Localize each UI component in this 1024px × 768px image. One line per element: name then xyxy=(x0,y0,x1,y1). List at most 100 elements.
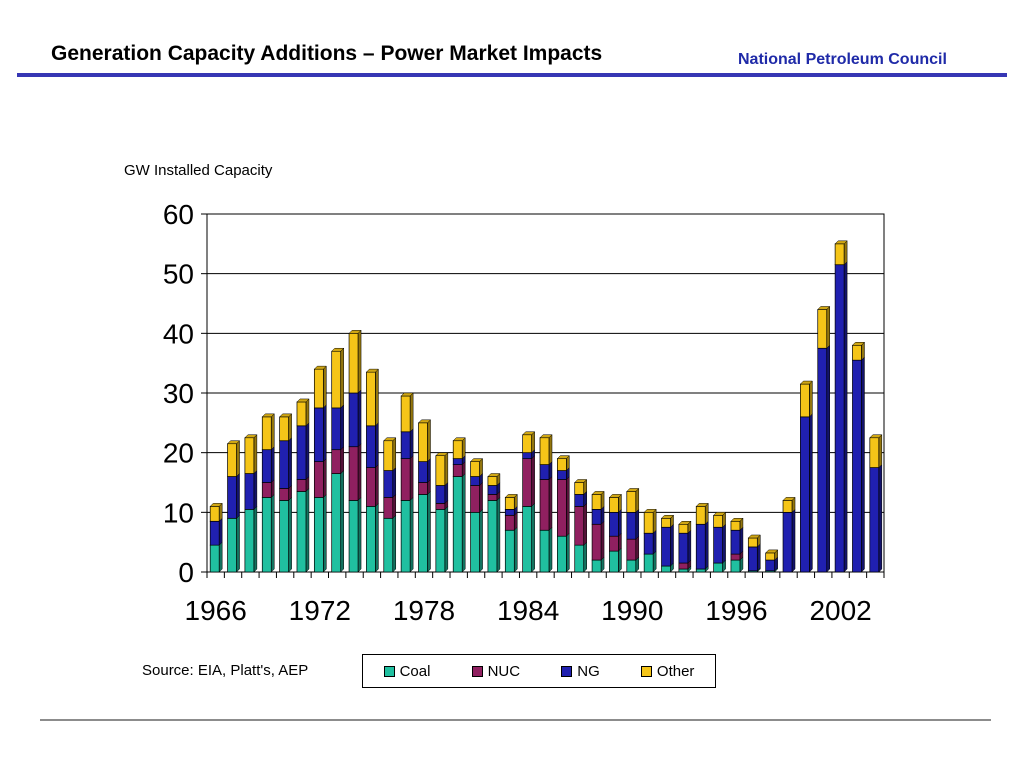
bar-segment-nuc xyxy=(591,523,602,561)
bar-segment-other xyxy=(800,383,810,418)
bar-segment-other xyxy=(609,497,619,513)
bar-segment-side xyxy=(340,404,344,451)
bar-top xyxy=(435,452,449,456)
bar-segment-coal xyxy=(418,494,428,573)
y-tick-label: 60 xyxy=(163,199,194,230)
bar-segment-side xyxy=(843,261,848,573)
bar-segment-side xyxy=(878,434,883,469)
bar-segment-coal xyxy=(522,506,532,573)
bar-segment-side xyxy=(461,437,466,460)
bar-segment-other xyxy=(713,514,723,528)
bar-segment-coal xyxy=(557,535,567,573)
bar-segment-other xyxy=(383,440,394,471)
bar-segment-coal xyxy=(574,544,585,573)
bar-segment-side xyxy=(704,502,709,525)
bar-segment-side xyxy=(600,520,605,561)
bar-segment-other xyxy=(279,416,289,442)
bar-segment-side xyxy=(531,431,535,454)
bar-segment-nuc xyxy=(678,562,689,570)
bar-segment-other xyxy=(296,401,307,427)
bar-segment-side xyxy=(253,469,258,510)
bar-segment-ng xyxy=(695,523,706,570)
bar-segment-side xyxy=(409,455,414,502)
bar-segment-ng xyxy=(852,359,862,573)
bar-segment-ng xyxy=(279,440,289,489)
bar-top xyxy=(834,240,848,245)
bar-segment-side xyxy=(618,547,622,573)
bar-segment-side xyxy=(548,434,553,466)
bar-segment-ng xyxy=(435,485,446,504)
y-tick-label: 10 xyxy=(163,497,194,528)
bar-segment-coal xyxy=(244,509,255,573)
bar-segment-coal xyxy=(209,544,220,573)
bar-segment-ng xyxy=(227,476,237,519)
bar-segment-nuc xyxy=(261,482,272,498)
bar-segment-side xyxy=(444,481,449,504)
bar-segment-ng xyxy=(366,425,376,468)
bar-segment-side xyxy=(479,481,483,513)
bar-segment-coal xyxy=(609,550,619,573)
bar-segment-other xyxy=(418,422,428,462)
x-tick-label: 1990 xyxy=(601,595,663,626)
bar-segment-other xyxy=(435,455,446,486)
bar-segment-side xyxy=(861,356,865,573)
bar-segment-side xyxy=(409,392,414,433)
bar-segment-other xyxy=(834,243,845,266)
legend-item-coal: Coal xyxy=(383,662,431,680)
bar-segment-nuc xyxy=(313,461,324,498)
bar-segment-ng xyxy=(765,559,776,572)
bar-segment-side xyxy=(218,517,223,546)
bar-segment-coal xyxy=(643,553,654,573)
bar-segment-other xyxy=(747,537,758,548)
source-note: Source: EIA, Platt's, AEP xyxy=(142,662,309,679)
bar-segment-side xyxy=(826,305,830,349)
bar-top xyxy=(417,419,432,424)
bar-segment-other xyxy=(591,494,602,510)
bar-segment-nuc xyxy=(418,482,428,495)
bar-segment-side xyxy=(305,487,310,573)
bar-segment-other xyxy=(487,476,498,486)
x-tick-label: 1984 xyxy=(497,595,559,626)
bar-segment-ng xyxy=(574,494,585,507)
bar-segment-other xyxy=(504,497,515,510)
y-tick-label: 50 xyxy=(163,259,194,290)
bar-segment-side xyxy=(392,514,397,573)
bar-top xyxy=(678,521,692,525)
bar-segment-nuc xyxy=(400,458,411,501)
bar-segment-side xyxy=(340,469,344,573)
bar-segment-nuc xyxy=(557,479,567,537)
bar-segment-side xyxy=(375,502,379,573)
bar-segment-coal xyxy=(678,568,689,573)
legend-label: Coal xyxy=(399,662,431,680)
bar-segment-nuc xyxy=(279,488,289,501)
bar-segment-ng xyxy=(296,425,307,480)
bar-segment-side xyxy=(635,487,640,513)
bar-segment-other xyxy=(626,491,637,513)
bar-segment-side xyxy=(323,404,327,463)
bar-segment-side xyxy=(652,550,657,573)
bar-segment-side xyxy=(479,508,483,573)
bar-segment-side xyxy=(392,437,397,472)
legend-label: NUC xyxy=(487,662,521,680)
bar-segment-side xyxy=(357,496,362,573)
bar-segment-side xyxy=(253,505,258,573)
bar-segment-side xyxy=(340,446,344,475)
bar-segment-side xyxy=(826,344,830,573)
bar-top xyxy=(799,380,813,385)
bar-segment-side xyxy=(704,520,709,570)
bar-segment-ng xyxy=(834,264,845,573)
bar-segment-side xyxy=(670,523,674,567)
bar-segment-side xyxy=(583,541,587,573)
bar-segment-coal xyxy=(261,497,272,573)
bar-segment-side xyxy=(548,475,553,531)
bar-segment-side xyxy=(878,463,883,573)
bar-segment-ng xyxy=(209,520,220,546)
bar-segment-coal xyxy=(296,491,307,573)
bar-segment-side xyxy=(687,529,692,564)
bar-segment-nuc xyxy=(296,479,307,492)
bar-top xyxy=(591,491,605,495)
x-tick-label: 1972 xyxy=(289,595,351,626)
legend-swatch xyxy=(640,665,652,677)
bar-segment-side xyxy=(305,398,310,427)
bar-segment-ng xyxy=(557,470,567,480)
